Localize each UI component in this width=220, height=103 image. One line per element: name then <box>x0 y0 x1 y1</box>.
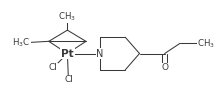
Text: O: O <box>161 63 168 72</box>
Text: Cl: Cl <box>64 75 73 84</box>
Text: H$_3$C: H$_3$C <box>12 37 31 49</box>
Text: CH$_3$: CH$_3$ <box>59 10 76 23</box>
Text: CH$_3$: CH$_3$ <box>197 37 215 50</box>
Text: N: N <box>97 49 104 59</box>
Text: Cl: Cl <box>49 63 58 72</box>
Text: Pt: Pt <box>61 49 74 59</box>
